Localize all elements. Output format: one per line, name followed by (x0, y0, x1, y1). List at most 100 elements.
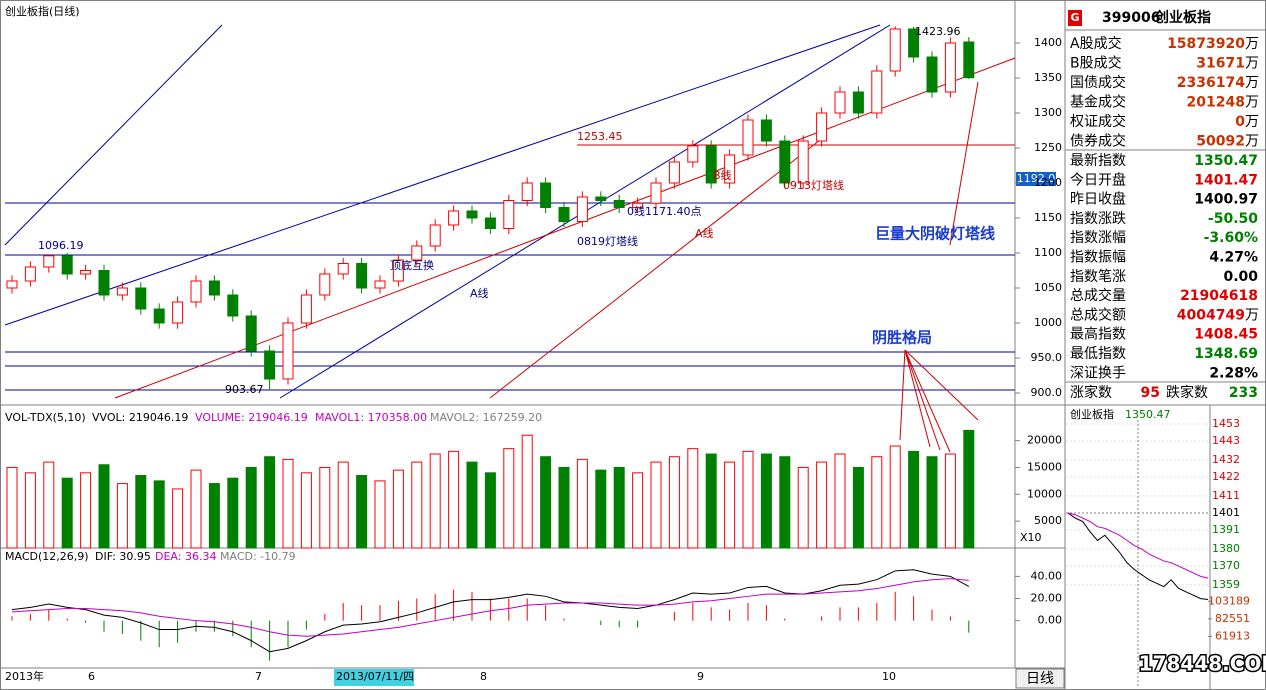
annotation: 1096.19 (38, 239, 84, 252)
mini-title: 创业板指 (1070, 407, 1114, 421)
candle-body (153, 308, 165, 324)
y-tick-label: 1359 (1212, 578, 1240, 591)
row-label: 基金成交 (1070, 94, 1126, 111)
candle-body (98, 270, 110, 296)
volume-bar (245, 466, 257, 549)
y-tick-label: 40.00 (1031, 569, 1063, 582)
y2-tick-label: 61913 (1215, 629, 1250, 642)
candle-body (448, 210, 460, 226)
volume-bar (43, 461, 55, 549)
row-label: 指数涨幅 (1070, 230, 1126, 246)
candle-body (779, 140, 791, 184)
volume-bar (466, 461, 478, 549)
candle-body (742, 119, 754, 156)
volume-bar (448, 450, 460, 549)
annotation: 0819灯塔线 (577, 234, 638, 248)
candle-body (24, 266, 36, 282)
volume-bar (356, 475, 368, 549)
name: 创业板指 (1154, 9, 1211, 26)
row-label: 总成交额 (1070, 306, 1126, 323)
candle-body (871, 70, 883, 114)
y-tick-label: 10000 (1027, 487, 1062, 500)
y-tick-label: 1411 (1212, 489, 1240, 502)
candle-body (116, 287, 128, 296)
candle-body (926, 56, 938, 93)
x-tick-label: 10 (882, 670, 896, 683)
volume-bar (80, 472, 92, 549)
flag: G (1070, 11, 1079, 24)
row-label: 国债成交 (1070, 74, 1126, 91)
volume-bar (908, 450, 920, 549)
volume-bar (595, 469, 607, 549)
candle-body (80, 270, 92, 275)
arrow (949, 81, 979, 246)
volume-bar (392, 469, 404, 549)
volume-bar (24, 472, 36, 549)
candle-body (208, 280, 220, 296)
volume-bar (540, 456, 552, 549)
candle-body (503, 200, 515, 229)
candle-body (227, 294, 239, 317)
volume-bar (944, 453, 956, 549)
row-value: 1348.69 (1194, 346, 1258, 362)
row-value: 1401.47 (1194, 172, 1258, 188)
y-tick-label: 900.0 (1031, 386, 1063, 399)
period-label[interactable]: 日线 (1026, 671, 1054, 687)
row-value: 4.27% (1209, 250, 1258, 266)
date-highlight (334, 669, 414, 686)
row-label: 最新指数 (1070, 153, 1126, 169)
y-tick-label: 1100 (1034, 246, 1062, 259)
intraday-line (1067, 512, 1209, 601)
volume-bar (852, 466, 864, 549)
volume-bar (521, 434, 533, 549)
volume-bar (797, 466, 809, 549)
y-tick-label: 1300 (1034, 106, 1062, 119)
row-value: 15873920 (1167, 36, 1245, 52)
arrow (904, 349, 979, 421)
candle-body (760, 119, 772, 142)
annotation: A线 (695, 226, 714, 240)
row-value: -3.60% (1204, 230, 1258, 246)
volume-bar (889, 445, 901, 549)
y-tick-label: 1050 (1034, 281, 1062, 294)
row-value: 50092 (1196, 134, 1245, 150)
legend-text: VOLUME: 219046.19 (195, 411, 308, 424)
y2-tick-label: 103189 (1208, 594, 1250, 607)
row-value: 2336174 (1177, 75, 1245, 91)
candle-body (337, 263, 349, 275)
trend-line (4, 24, 881, 326)
x-tick-label: 2013/07/11/四 (336, 670, 414, 683)
trend-line (4, 24, 223, 246)
legend-text: VOL-TDX(5,10) (5, 411, 86, 424)
arrow (904, 349, 941, 451)
x-tick-label: 2013年 (5, 669, 44, 683)
candle-body (484, 217, 496, 229)
watermark: 178448.COM (1139, 652, 1266, 676)
volume-bar (632, 472, 644, 549)
y-tick-label: 1391 (1212, 523, 1240, 536)
down-count: 233 (1229, 385, 1258, 401)
y-tick-label: 5000 (1034, 514, 1062, 527)
y-tick-label: 1380 (1212, 542, 1240, 555)
candle-body (613, 200, 625, 208)
row-label: 债券成交 (1070, 133, 1126, 150)
row-label: A股成交 (1070, 35, 1122, 52)
y-tick-label: 1350 (1034, 71, 1062, 84)
legend-text: DIF: 30.95 (95, 550, 151, 563)
row-label: 权证成交 (1070, 113, 1126, 130)
period-button[interactable] (1015, 668, 1065, 689)
row-unit: 万 (1245, 307, 1259, 323)
candle-body (135, 287, 147, 310)
volume-bar (760, 453, 772, 549)
volume-bar (6, 466, 18, 549)
legend-text: MACD(12,26,9) (5, 550, 89, 563)
row-unit: 万 (1245, 95, 1259, 111)
legend-text: MAVOL1: 170358.00 (315, 411, 427, 424)
volume-bar (926, 456, 938, 549)
up-count: 95 (1141, 385, 1160, 401)
y-tick-label: 1150 (1034, 211, 1062, 224)
x-tick-label: 8 (480, 670, 487, 683)
candle-body (264, 350, 276, 380)
row-label: 总成交量 (1070, 287, 1126, 304)
